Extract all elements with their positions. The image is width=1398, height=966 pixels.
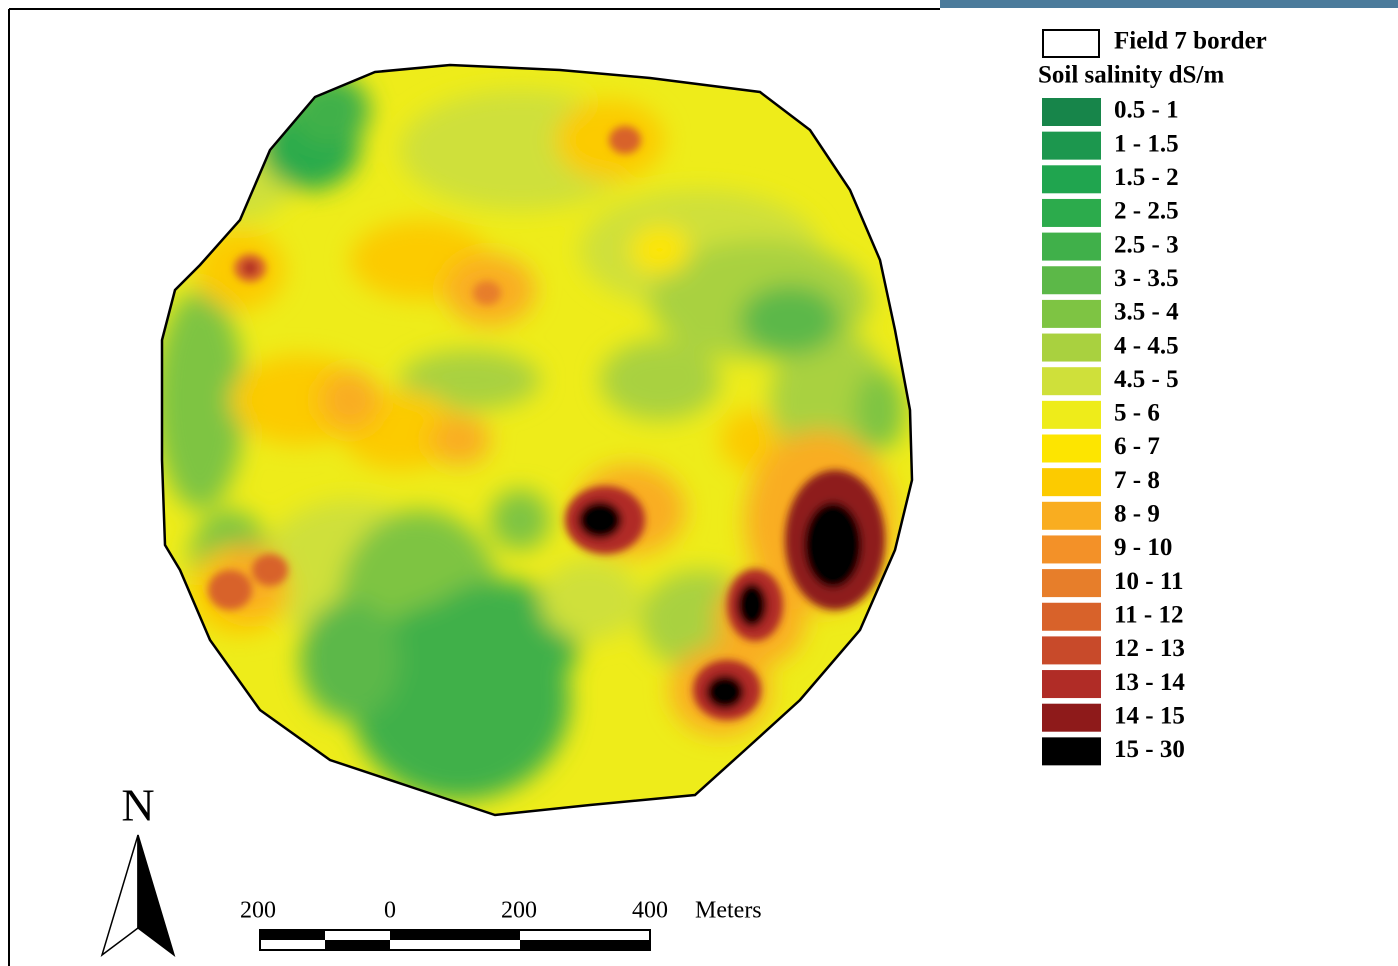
legend-label: 3 - 3.5 — [1114, 265, 1179, 292]
border-label: Field 7 border — [1114, 28, 1267, 55]
legend-swatch — [1042, 333, 1101, 362]
salinity-peak — [252, 554, 288, 586]
salinity-zone — [630, 225, 690, 275]
salinity-zone — [600, 340, 720, 420]
legend-swatch — [1042, 232, 1101, 261]
salinity-zone — [490, 490, 550, 550]
legend-label: 10 - 11 — [1114, 568, 1183, 595]
legend-label: 1.5 - 2 — [1114, 164, 1179, 191]
legend-swatch — [1042, 636, 1101, 665]
surface-peaks — [208, 126, 885, 720]
legend-label: 2 - 2.5 — [1114, 198, 1179, 225]
legend-swatch — [1042, 400, 1101, 429]
legend-label: 4 - 4.5 — [1114, 332, 1179, 359]
salinity-zone — [400, 350, 540, 410]
scale-seg — [325, 940, 390, 950]
legend-label: 0.5 - 1 — [1114, 97, 1179, 124]
scale-tick: 200 — [240, 898, 276, 924]
scale-tick: 0 — [384, 898, 396, 924]
legend-label: 5 - 6 — [1114, 400, 1160, 427]
legend-swatch — [1042, 602, 1101, 631]
salinity-zone — [320, 370, 380, 430]
north-arrow: N — [100, 780, 176, 957]
salinity-zone — [740, 285, 840, 355]
legend-label: 15 - 30 — [1114, 736, 1185, 763]
legend-label: 11 - 12 — [1114, 601, 1183, 628]
legend-swatch — [1042, 131, 1101, 160]
legend-swatch — [1042, 535, 1101, 564]
legend-label: 13 - 14 — [1114, 669, 1185, 696]
legend-swatch — [1042, 198, 1101, 227]
legend-label: 7 - 8 — [1114, 467, 1160, 494]
scale-seg — [260, 930, 325, 940]
border-swatch — [1042, 29, 1100, 58]
legend-label: 1 - 1.5 — [1114, 130, 1179, 157]
field-border — [160, 63, 914, 817]
legend-label: 4.5 - 5 — [1114, 366, 1179, 393]
legend-swatch — [1042, 266, 1101, 295]
legend-label: 6 - 7 — [1114, 433, 1160, 460]
legend-label: 9 - 10 — [1114, 534, 1172, 561]
legend-title: Soil salinity dS/m — [1038, 62, 1224, 89]
salinity-zone — [162, 290, 245, 510]
legend-swatch — [1042, 501, 1101, 530]
legend-swatch — [1042, 569, 1101, 598]
salinity-peak — [804, 502, 862, 588]
legend-swatch — [1042, 703, 1101, 732]
legend-swatch — [1042, 670, 1101, 699]
salinity-zone — [430, 415, 490, 465]
legend-swatch — [1042, 299, 1101, 328]
legend-swatch — [1042, 98, 1101, 126]
salinity-peak — [578, 501, 622, 539]
salinity-zone — [300, 600, 400, 720]
legend-swatch — [1042, 468, 1101, 497]
salinity-zone — [420, 580, 580, 700]
salinity-zone — [855, 370, 905, 450]
scale-seg — [390, 930, 520, 940]
scale-seg — [520, 940, 650, 950]
salinity-peak — [243, 261, 257, 275]
salinity-peak — [208, 570, 252, 610]
salinity-peak — [473, 281, 501, 305]
arrow-right — [137, 834, 176, 957]
legend-label: 3.5 - 4 — [1114, 299, 1179, 326]
legend-swatch — [1042, 737, 1101, 766]
scale-unit: Meters — [695, 898, 762, 924]
legend: Field 7 border Soil salinity dS/m 0.5 - … — [1038, 28, 1267, 766]
salinity-peak — [609, 126, 641, 154]
arrow-left — [100, 834, 139, 957]
salinity-zone — [290, 75, 370, 145]
legend-swatch — [1042, 165, 1101, 194]
legend-swatch — [1042, 434, 1101, 463]
scale-bar: 200 0 200 400 Meters — [240, 898, 762, 951]
legend-label: 12 - 13 — [1114, 635, 1185, 662]
scale-tick: 200 — [501, 898, 537, 924]
salinity-zone — [540, 560, 640, 640]
legend-label: 8 - 9 — [1114, 501, 1160, 528]
legend-label: 2.5 - 3 — [1114, 231, 1179, 258]
legend-swatch — [1042, 367, 1101, 396]
salinity-zone — [720, 410, 780, 470]
header-strip — [940, 0, 1398, 8]
salinity-peak — [737, 583, 767, 627]
legend-label: 14 - 15 — [1114, 702, 1185, 729]
salinity-peak — [706, 675, 744, 709]
scale-tick: 400 — [632, 898, 668, 924]
north-label: N — [121, 780, 154, 831]
